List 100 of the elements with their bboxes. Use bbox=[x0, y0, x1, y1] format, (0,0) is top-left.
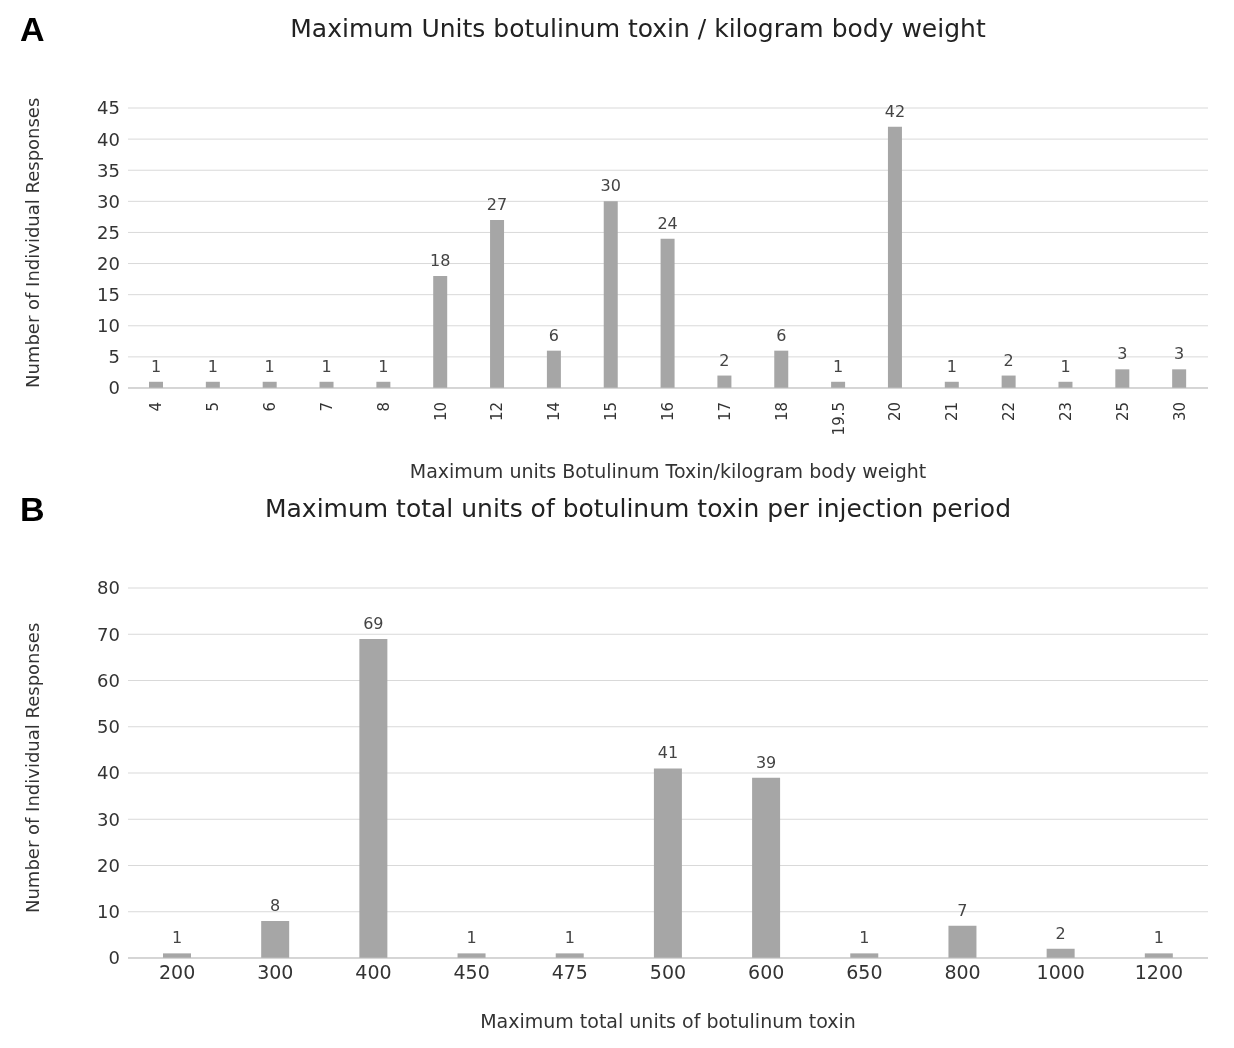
data-label: 1 bbox=[946, 356, 957, 376]
y-tick-label: 70 bbox=[97, 623, 120, 645]
data-label: 69 bbox=[363, 613, 384, 633]
x-tick-label: 500 bbox=[649, 961, 687, 984]
x-tick-label: 20 bbox=[886, 402, 905, 422]
data-label: 1 bbox=[264, 356, 275, 376]
x-tick-label: 14 bbox=[545, 402, 564, 422]
y-tick-label: 50 bbox=[97, 716, 120, 738]
x-tick-label: 1000 bbox=[1036, 961, 1085, 984]
x-tick-label: 300 bbox=[257, 961, 294, 984]
x-tick-label: 17 bbox=[715, 402, 734, 422]
y-tick-label: 0 bbox=[108, 947, 120, 969]
chart-title: Maximum Units botulinum toxin / kilogram body weight bbox=[289, 13, 987, 45]
x-tick-label: 15 bbox=[602, 402, 621, 422]
bar bbox=[261, 921, 290, 958]
data-label: 1 bbox=[1153, 928, 1164, 948]
chart-title: Maximum total units of botulinum toxin per injection period bbox=[263, 493, 1013, 525]
x-tick-label: 800 bbox=[944, 961, 981, 984]
data-label: 1 bbox=[321, 356, 332, 376]
x-tick-label: 650 bbox=[846, 961, 883, 984]
data-label: 3 bbox=[1117, 344, 1128, 364]
bar bbox=[433, 276, 448, 388]
x-tick-label: 30 bbox=[1170, 402, 1189, 422]
text: B bbox=[20, 490, 45, 529]
data-label: 1 bbox=[171, 928, 183, 948]
x-tick-label: 16 bbox=[659, 402, 677, 422]
data-label: 1 bbox=[378, 356, 389, 376]
y-tick-label: 10 bbox=[97, 315, 120, 337]
data-label: 2 bbox=[719, 350, 730, 370]
data-label: 2 bbox=[1055, 923, 1066, 943]
bar bbox=[948, 925, 977, 958]
x-tick-label: 475 bbox=[551, 961, 588, 984]
bar bbox=[359, 638, 388, 958]
x-tick-label: 25 bbox=[1113, 402, 1132, 422]
text: A bbox=[20, 10, 45, 49]
y-tick-label: 30 bbox=[97, 190, 120, 212]
bar bbox=[490, 220, 505, 388]
bar bbox=[653, 768, 682, 958]
x-tick-label: 1200 bbox=[1134, 961, 1184, 984]
x-axis-title: Maximum total units of botulinum toxin bbox=[480, 1010, 856, 1032]
x-tick-label: 6 bbox=[261, 402, 280, 412]
data-label: 1 bbox=[833, 356, 844, 376]
bar bbox=[752, 777, 781, 958]
y-tick-label: 0 bbox=[108, 377, 120, 399]
x-tick-label: 7 bbox=[317, 402, 336, 412]
y-tick-label: 20 bbox=[97, 854, 120, 876]
y-tick-label: 40 bbox=[97, 128, 120, 150]
x-tick-label: 600 bbox=[748, 961, 785, 984]
bar bbox=[887, 126, 902, 388]
bar bbox=[1115, 369, 1130, 388]
x-tick-label: 4 bbox=[147, 402, 166, 412]
data-label: 3 bbox=[1174, 344, 1185, 364]
y-axis-title: Number of Individual Responses bbox=[22, 622, 44, 913]
y-tick-label: 80 bbox=[97, 577, 120, 599]
data-label: 39 bbox=[755, 752, 777, 772]
y-axis-title: Number of Individual Responses bbox=[22, 97, 44, 388]
x-axis-title: Maximum units Botulinum Toxin/kilogram body weight bbox=[409, 460, 927, 482]
x-tick-label: 19.5 bbox=[829, 402, 848, 436]
y-tick-label: 40 bbox=[97, 762, 120, 784]
x-tick-label: 450 bbox=[453, 961, 490, 984]
data-label: 1 bbox=[859, 928, 870, 948]
y-tick-label: 30 bbox=[97, 808, 120, 830]
x-tick-label: 10 bbox=[431, 402, 450, 422]
x-tick-label: 21 bbox=[943, 402, 962, 422]
x-tick-label: 12 bbox=[488, 402, 507, 422]
data-label: 42 bbox=[884, 101, 906, 121]
data-label: 1 bbox=[150, 356, 162, 376]
data-label: 1 bbox=[1060, 356, 1071, 376]
data-label: 6 bbox=[776, 325, 787, 345]
bar bbox=[603, 201, 618, 388]
y-tick-label: 15 bbox=[97, 284, 120, 306]
x-tick-label: 400 bbox=[355, 961, 392, 984]
y-tick-label: 20 bbox=[97, 252, 120, 274]
data-label: 6 bbox=[548, 325, 559, 345]
x-tick-label: 18 bbox=[772, 402, 791, 422]
y-tick-label: 10 bbox=[97, 901, 120, 923]
data-label: 1 bbox=[564, 928, 575, 948]
x-tick-label: 8 bbox=[374, 402, 393, 412]
bar bbox=[660, 238, 675, 388]
x-tick-label: 23 bbox=[1056, 402, 1075, 422]
bar bbox=[1172, 369, 1187, 388]
bar bbox=[546, 350, 561, 388]
data-label: 18 bbox=[430, 251, 451, 270]
y-tick-label: 25 bbox=[97, 221, 120, 243]
data-label: 1 bbox=[466, 928, 477, 948]
x-tick-label: 200 bbox=[158, 961, 196, 984]
x-tick-label: 22 bbox=[1000, 402, 1019, 422]
data-label: 24 bbox=[657, 213, 678, 233]
data-label: 2 bbox=[1003, 350, 1014, 370]
y-tick-label: 35 bbox=[97, 159, 120, 181]
data-label: 8 bbox=[270, 896, 281, 915]
data-label: 41 bbox=[657, 743, 679, 763]
x-tick-label: 5 bbox=[204, 402, 223, 412]
data-label: 30 bbox=[600, 176, 621, 196]
data-label: 27 bbox=[486, 195, 508, 214]
data-label: 1 bbox=[207, 356, 218, 376]
bar bbox=[774, 350, 789, 388]
y-tick-label: 60 bbox=[97, 669, 120, 691]
y-tick-label: 45 bbox=[97, 97, 120, 119]
y-tick-label: 5 bbox=[108, 346, 120, 368]
